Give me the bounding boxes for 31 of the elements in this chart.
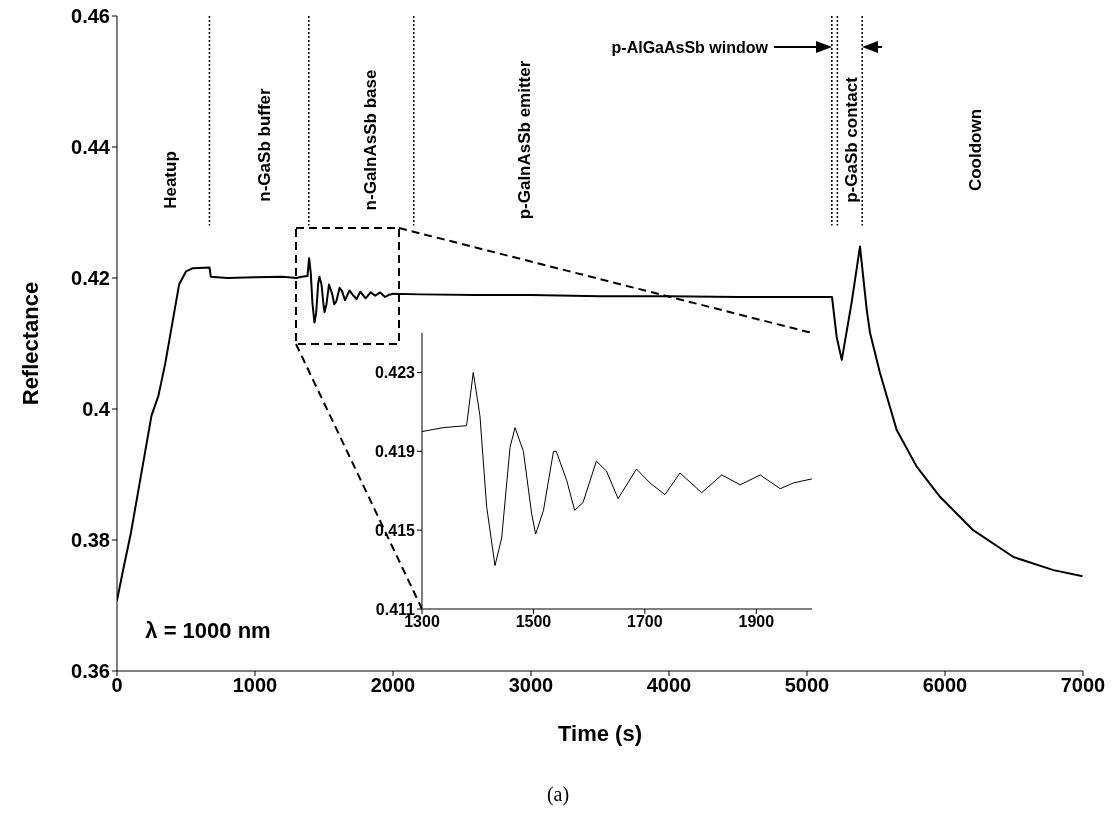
- y-tick-label: 0.46: [71, 5, 110, 28]
- x-tick-label: 1900: [738, 613, 775, 631]
- y-tick-label: 0.42: [71, 267, 110, 290]
- annotation: Heatup: [160, 151, 180, 209]
- x-axis-title: Time (s): [558, 721, 642, 746]
- x-tick-label: 1000: [232, 674, 278, 697]
- annotation: p-GaInAsSb emitter: [514, 60, 534, 220]
- annotation: n-GaInAsSb base: [360, 69, 380, 211]
- y-tick-label: 0.4: [82, 398, 111, 421]
- x-tick-label: 5000: [784, 674, 830, 697]
- x-tick-label: 1700: [627, 613, 663, 631]
- y-tick-label: 0.38: [71, 529, 110, 552]
- y-tick-label: 0.419: [374, 442, 416, 460]
- annotation: p-GaSb contact: [841, 76, 861, 203]
- text: (a): [545, 783, 571, 806]
- y-axis-title: Reflectance: [17, 281, 43, 406]
- annotation: n-GaSb buffer: [254, 87, 274, 202]
- annotation: λ = 1000 nm: [145, 618, 271, 643]
- y-tick-label: 0.415: [374, 521, 416, 539]
- x-tick-label: 6000: [922, 674, 968, 697]
- x-tick-label: 7000: [1060, 674, 1106, 697]
- x-tick-label: 4000: [646, 674, 692, 697]
- x-tick-label: 0: [111, 674, 123, 697]
- annotation: p-AlGaAsSb window: [611, 39, 769, 56]
- annotation: Cooldown: [965, 108, 985, 192]
- y-tick-label: 0.36: [71, 660, 110, 683]
- y-tick-label: 0.44: [71, 136, 111, 159]
- x-tick-label: 2000: [370, 674, 416, 697]
- y-tick-label: 0.423: [374, 364, 416, 382]
- x-tick-label: 1500: [515, 613, 552, 631]
- x-tick-label: 3000: [508, 674, 554, 697]
